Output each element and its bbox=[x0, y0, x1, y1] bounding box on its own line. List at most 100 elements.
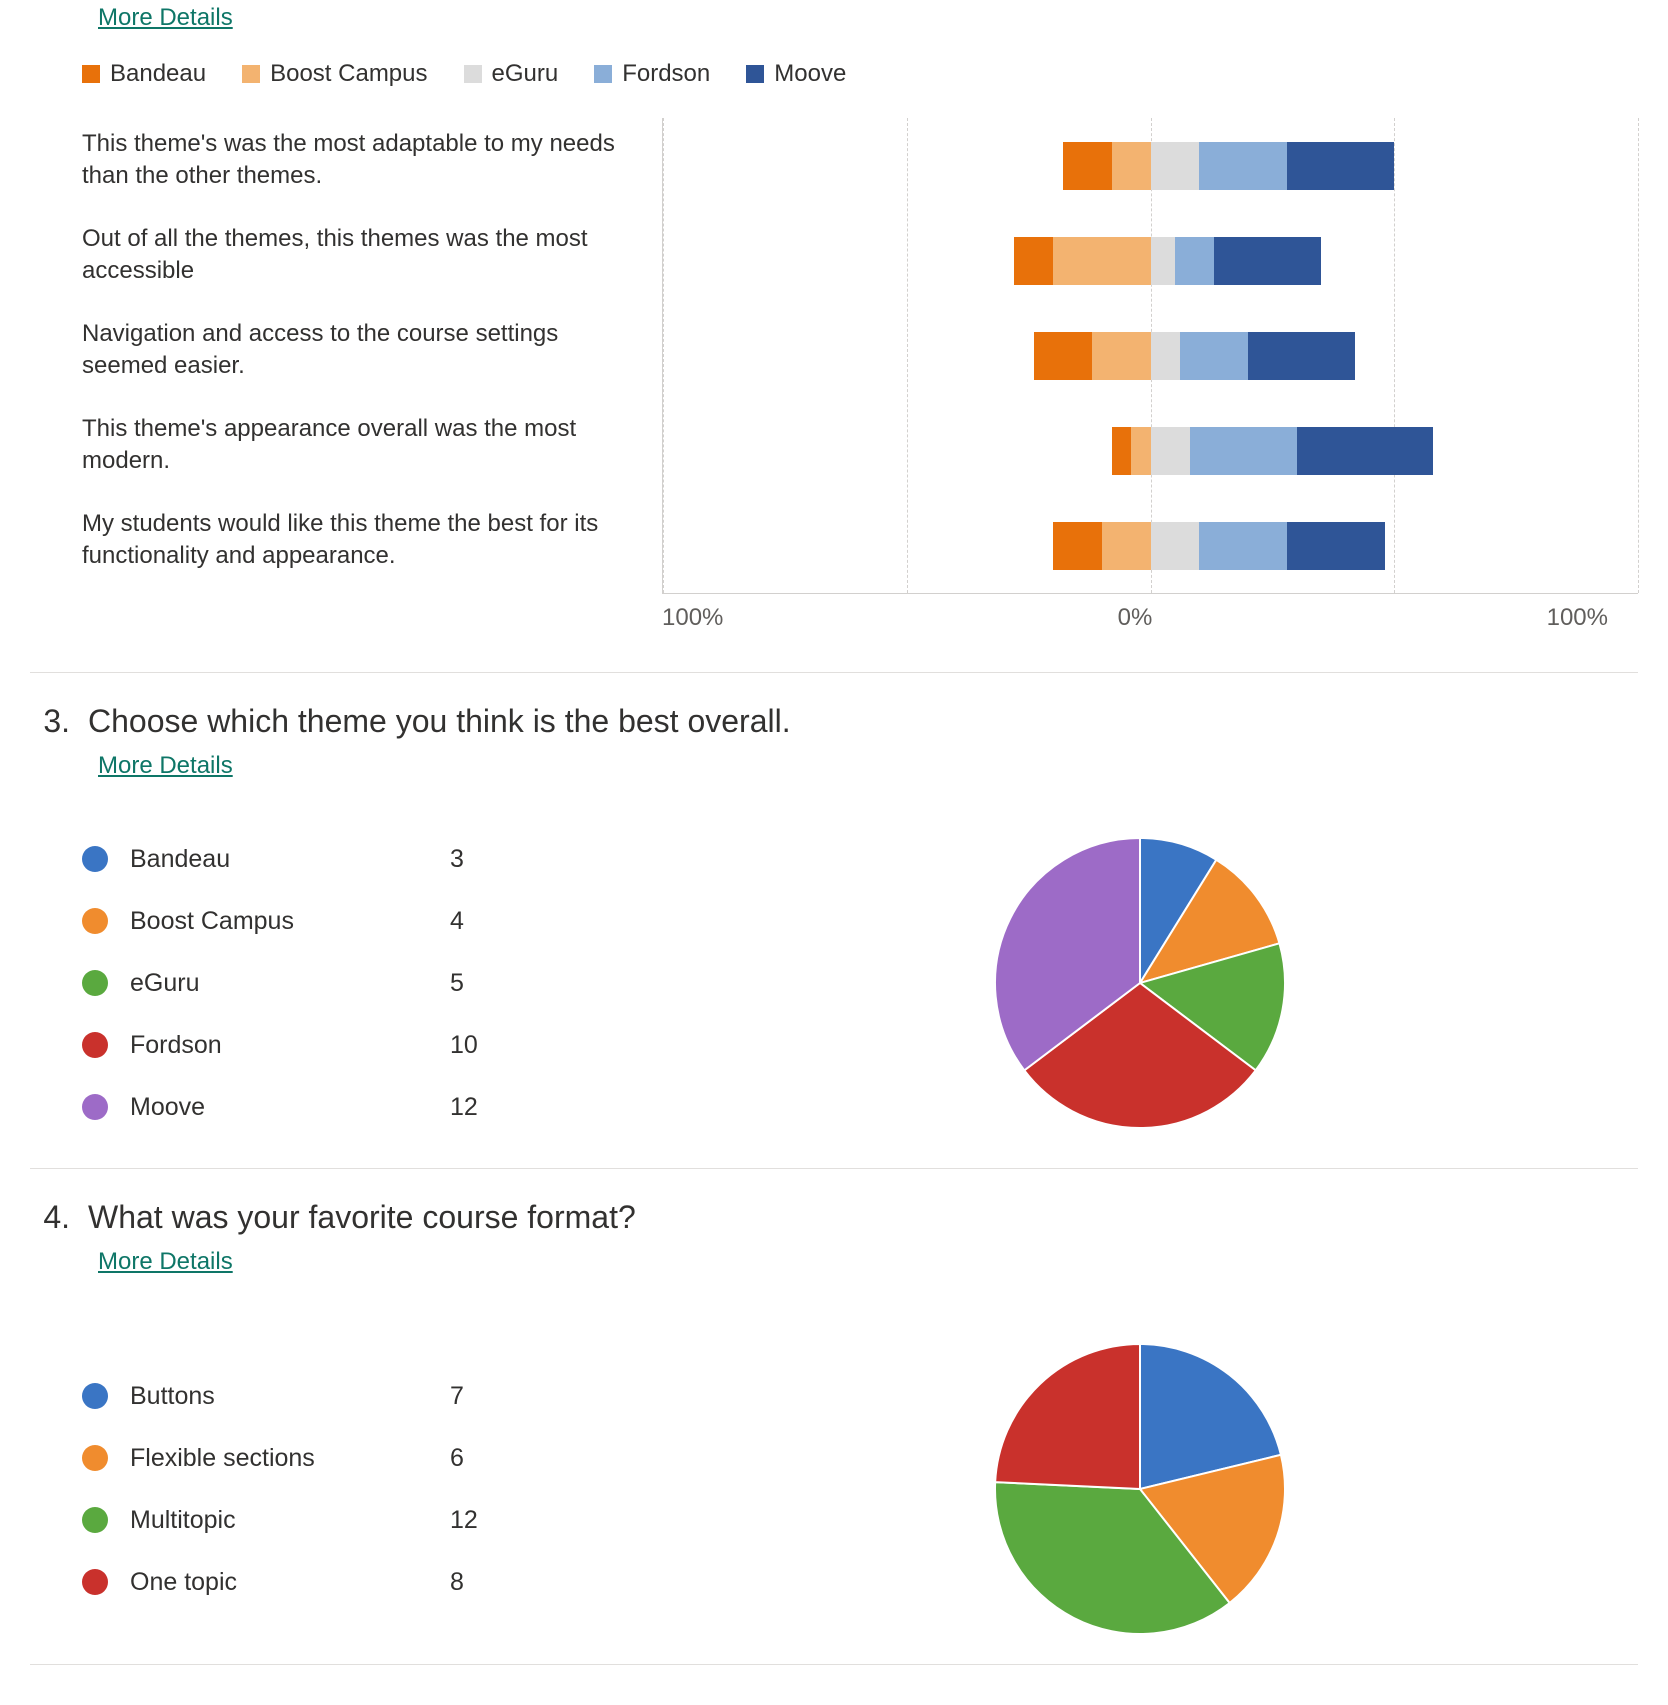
pie-label: Flexible sections bbox=[130, 1444, 450, 1473]
legend-label: Fordson bbox=[622, 60, 710, 88]
pie-dot bbox=[82, 1094, 108, 1120]
pie-label: Multitopic bbox=[130, 1506, 450, 1535]
bar-segment bbox=[1199, 142, 1287, 190]
bar-segment bbox=[1112, 427, 1132, 475]
pie-label: Moove bbox=[130, 1093, 450, 1122]
stacked-bar bbox=[1053, 522, 1385, 570]
pie-label: eGuru bbox=[130, 969, 450, 998]
stacked-bar bbox=[1014, 237, 1321, 285]
legend-label: Bandeau bbox=[110, 60, 206, 88]
q2-chart: This theme's was the most adaptable to m… bbox=[82, 118, 1638, 594]
pie-legend-item: Boost Campus4 bbox=[82, 890, 642, 952]
bar-segment bbox=[1297, 427, 1434, 475]
legend-item: Bandeau bbox=[82, 60, 206, 88]
axis-label-right: 100% bbox=[1547, 604, 1608, 632]
bar-row bbox=[663, 118, 1638, 213]
pie-chart-svg bbox=[995, 1344, 1285, 1634]
bar-segment bbox=[1151, 427, 1190, 475]
q4-pie bbox=[642, 1344, 1638, 1634]
pie-dot bbox=[82, 908, 108, 934]
pie-dot bbox=[82, 1383, 108, 1409]
bar-segment bbox=[1014, 237, 1053, 285]
pie-label: Boost Campus bbox=[130, 907, 450, 936]
legend-item: Boost Campus bbox=[242, 60, 427, 88]
question-number: 3. bbox=[30, 703, 70, 740]
bar-row bbox=[663, 213, 1638, 308]
pie-legend-item: Flexible sections6 bbox=[82, 1427, 642, 1489]
legend-swatch bbox=[464, 65, 482, 83]
bar-segment bbox=[1180, 332, 1248, 380]
axis-label-center: 0% bbox=[1118, 604, 1153, 632]
more-details-link[interactable]: More Details bbox=[98, 4, 233, 32]
bar-row-label: Out of all the themes, this themes was t… bbox=[82, 213, 642, 308]
bar-segment bbox=[1131, 427, 1151, 475]
pie-dot bbox=[82, 1032, 108, 1058]
pie-legend-item: Bandeau3 bbox=[82, 828, 642, 890]
divider bbox=[30, 1664, 1638, 1665]
question-4-header: 4. What was your favorite course format? bbox=[30, 1199, 1638, 1236]
divider bbox=[30, 672, 1638, 673]
gridline bbox=[1638, 118, 1639, 593]
pie-chart-svg bbox=[995, 838, 1285, 1128]
bar-segment bbox=[1287, 142, 1394, 190]
bar-row bbox=[663, 498, 1638, 593]
bar-segment bbox=[1287, 522, 1385, 570]
pie-value: 10 bbox=[450, 1031, 478, 1060]
pie-value: 3 bbox=[450, 845, 464, 874]
axis-label-left: 100% bbox=[662, 604, 723, 632]
stacked-bar bbox=[1063, 142, 1395, 190]
stacked-bar bbox=[1112, 427, 1434, 475]
legend-item: Fordson bbox=[594, 60, 710, 88]
pie-legend-item: Fordson10 bbox=[82, 1014, 642, 1076]
question-number: 4. bbox=[30, 1199, 70, 1236]
pie-value: 8 bbox=[450, 1568, 464, 1597]
pie-dot bbox=[82, 846, 108, 872]
pie-dot bbox=[82, 970, 108, 996]
pie-value: 12 bbox=[450, 1093, 478, 1122]
legend-swatch bbox=[746, 65, 764, 83]
pie-legend-item: Moove12 bbox=[82, 1076, 642, 1138]
bar-segment bbox=[1151, 332, 1180, 380]
pie-value: 5 bbox=[450, 969, 464, 998]
pie-label: Buttons bbox=[130, 1382, 450, 1411]
bar-segment bbox=[1190, 427, 1297, 475]
pie-value: 6 bbox=[450, 1444, 464, 1473]
legend-item: Moove bbox=[746, 60, 846, 88]
question-3-header: 3. Choose which theme you think is the b… bbox=[30, 703, 1638, 740]
legend-label: Boost Campus bbox=[270, 60, 427, 88]
bar-segment bbox=[1175, 237, 1214, 285]
pie-legend-item: eGuru5 bbox=[82, 952, 642, 1014]
legend-swatch bbox=[82, 65, 100, 83]
q3-section: Bandeau3Boost Campus4eGuru5Fordson10Moov… bbox=[82, 828, 1638, 1138]
bar-row-label: This theme's was the most adaptable to m… bbox=[82, 118, 642, 213]
pie-dot bbox=[82, 1569, 108, 1595]
pie-value: 7 bbox=[450, 1382, 464, 1411]
bar-segment bbox=[1092, 332, 1151, 380]
pie-dot bbox=[82, 1445, 108, 1471]
pie-legend-item: One topic8 bbox=[82, 1551, 642, 1613]
pie-dot bbox=[82, 1507, 108, 1533]
pie-label: One topic bbox=[130, 1568, 450, 1597]
more-details-link[interactable]: More Details bbox=[98, 1248, 233, 1276]
question-title: What was your favorite course format? bbox=[88, 1199, 636, 1236]
bar-segment bbox=[1248, 332, 1355, 380]
bar-row-label: My students would like this theme the be… bbox=[82, 498, 642, 593]
more-details-link[interactable]: More Details bbox=[98, 752, 233, 780]
pie-value: 12 bbox=[450, 1506, 478, 1535]
divider bbox=[30, 1168, 1638, 1169]
q3-pie bbox=[642, 838, 1638, 1128]
bar-segment bbox=[1034, 332, 1093, 380]
bar-segment bbox=[1199, 522, 1287, 570]
bar-segment bbox=[1102, 522, 1151, 570]
pie-slice bbox=[995, 1344, 1140, 1489]
legend-label: eGuru bbox=[492, 60, 559, 88]
legend-swatch bbox=[594, 65, 612, 83]
bar-segment bbox=[1214, 237, 1321, 285]
bar-row bbox=[663, 308, 1638, 403]
bar-segment bbox=[1112, 142, 1151, 190]
legend-label: Moove bbox=[774, 60, 846, 88]
pie-legend-item: Buttons7 bbox=[82, 1365, 642, 1427]
pie-label: Fordson bbox=[130, 1031, 450, 1060]
bar-row-label: Navigation and access to the course sett… bbox=[82, 308, 642, 403]
question-title: Choose which theme you think is the best… bbox=[88, 703, 791, 740]
